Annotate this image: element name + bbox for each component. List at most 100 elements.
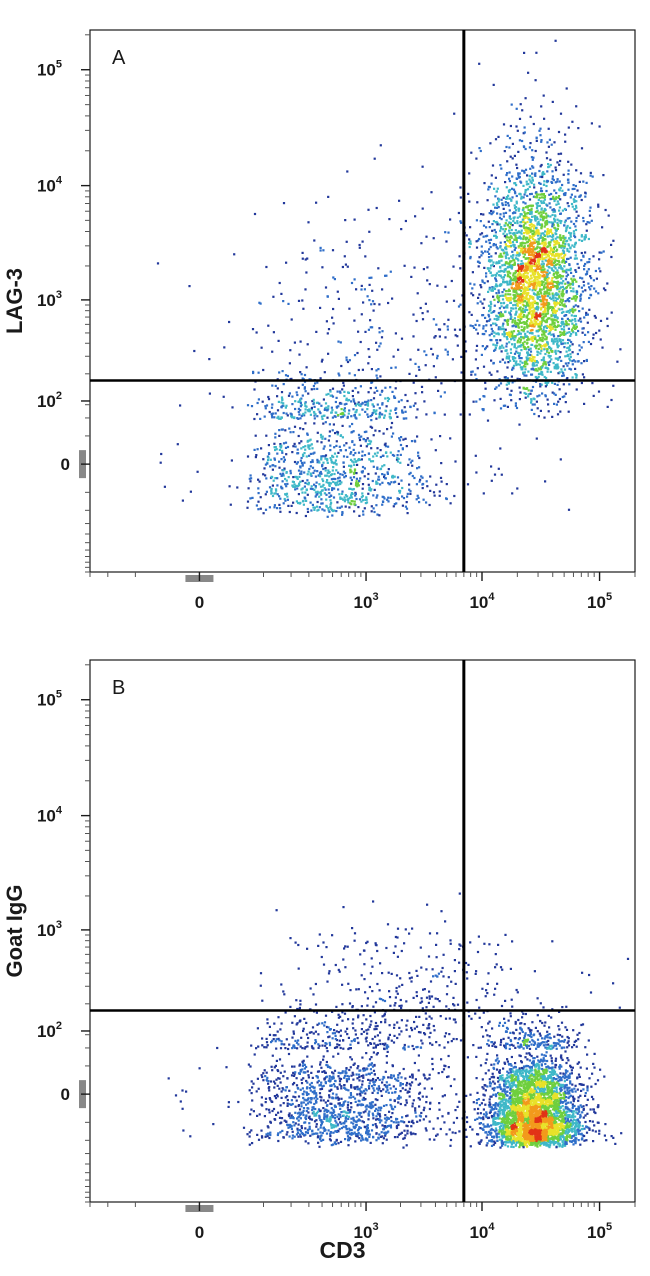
event-dot	[539, 383, 542, 386]
event-dot	[305, 271, 308, 274]
event-dot	[249, 480, 252, 483]
event-dot	[589, 288, 592, 291]
event-dot	[383, 414, 386, 417]
event-dot	[436, 357, 439, 360]
event-dot	[388, 482, 391, 486]
event-dot	[484, 316, 487, 319]
event-dot	[313, 506, 316, 509]
event-dot	[562, 372, 565, 375]
event-dot	[564, 300, 567, 303]
event-dot	[416, 292, 419, 295]
event-dot	[589, 174, 592, 177]
event-dot	[405, 507, 409, 510]
event-dot	[516, 269, 519, 272]
event-dot	[301, 464, 304, 467]
event-dot	[558, 209, 561, 212]
event-dot	[452, 299, 456, 302]
event-dot	[570, 220, 573, 223]
event-dot	[505, 245, 508, 248]
event-dot	[314, 495, 317, 498]
event-dot	[567, 309, 570, 313]
event-dot	[420, 475, 423, 478]
event-dot	[400, 436, 403, 439]
event-dot	[524, 222, 527, 225]
event-dot	[585, 311, 588, 314]
event-dot	[348, 446, 351, 449]
event-dot	[378, 415, 381, 419]
event-dot	[534, 361, 537, 364]
event-dot	[529, 228, 532, 231]
event-dot	[529, 329, 532, 332]
event-dot	[542, 301, 545, 304]
event-dot	[578, 349, 581, 352]
event-dot	[503, 332, 506, 335]
event-dot	[582, 216, 585, 220]
event-dot	[351, 422, 354, 426]
event-dot	[587, 340, 590, 343]
event-dot	[536, 271, 539, 274]
event-dot	[570, 314, 573, 317]
event-dot	[307, 446, 310, 449]
event-dot	[526, 302, 529, 305]
event-dot	[286, 495, 289, 498]
event-dot	[356, 402, 359, 405]
event-dot	[300, 488, 303, 491]
event-dot	[317, 474, 320, 477]
event-dot	[309, 452, 312, 455]
event-dot	[430, 347, 433, 350]
event-dot	[488, 371, 491, 374]
event-dot	[449, 502, 452, 505]
event-dot	[353, 218, 356, 221]
event-dot	[516, 323, 519, 326]
event-dot	[574, 225, 577, 228]
event-dot	[386, 498, 389, 501]
event-dot	[564, 269, 567, 272]
event-dot	[318, 402, 321, 405]
event-dot	[500, 302, 503, 305]
event-dot	[518, 117, 522, 120]
event-dot	[508, 190, 511, 194]
event-dot	[547, 289, 550, 292]
event-dot	[518, 287, 522, 290]
event-dot	[575, 296, 578, 299]
event-dot	[475, 246, 479, 249]
event-dot	[546, 260, 549, 263]
event-dot	[527, 285, 530, 288]
event-dot	[584, 289, 587, 292]
event-dot	[289, 431, 292, 434]
event-dot	[589, 171, 592, 174]
event-dot	[516, 333, 519, 336]
event-dot	[416, 435, 419, 438]
event-dot	[517, 345, 520, 348]
event-dot	[574, 254, 577, 257]
event-dot	[251, 328, 255, 331]
event-dot	[379, 144, 382, 147]
event-dot	[566, 217, 569, 220]
event-dot	[538, 264, 541, 267]
event-dot	[323, 492, 326, 495]
event-dot	[381, 481, 384, 484]
event-dot	[421, 391, 424, 394]
event-dot	[435, 323, 438, 326]
event-dot	[346, 455, 349, 458]
event-dot	[371, 412, 374, 415]
event-dot	[533, 309, 536, 312]
event-dot	[299, 405, 302, 408]
event-dot	[586, 321, 589, 324]
event-dot	[477, 239, 480, 242]
event-dot	[494, 221, 497, 224]
event-dot	[361, 450, 364, 453]
event-dot	[525, 348, 528, 351]
event-dot	[551, 391, 554, 394]
event-dot	[410, 440, 414, 443]
event-dot	[419, 306, 422, 310]
event-dot	[571, 318, 574, 321]
event-dot	[512, 297, 515, 300]
event-dot	[513, 299, 516, 302]
event-dot	[520, 321, 523, 324]
event-dot	[572, 305, 575, 308]
event-dot	[523, 290, 526, 293]
event-dot	[537, 415, 540, 418]
event-dot	[529, 226, 532, 229]
event-dot	[534, 217, 537, 220]
